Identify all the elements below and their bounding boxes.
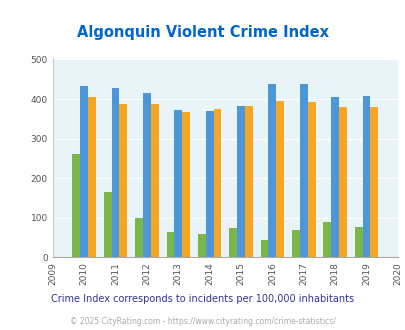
Bar (291, 230, 299, 257)
Bar (338, 107, 346, 257)
Bar (119, 104, 127, 257)
Text: © 2025 CityRating.com - https://www.cityrating.com/crime-statistics/: © 2025 CityRating.com - https://www.city… (70, 317, 335, 326)
Bar (229, 228, 237, 257)
Bar (111, 88, 119, 257)
Bar (307, 102, 315, 257)
Bar (213, 109, 221, 257)
Bar (88, 97, 96, 257)
Bar (354, 227, 362, 257)
Bar (237, 106, 244, 257)
Bar (143, 93, 150, 257)
Bar (72, 154, 80, 257)
Bar (260, 240, 268, 257)
Bar (166, 232, 174, 257)
Bar (135, 218, 143, 257)
Bar (150, 104, 158, 257)
Bar (244, 106, 252, 257)
Bar (205, 111, 213, 257)
Bar (104, 192, 111, 257)
Bar (268, 84, 276, 257)
Bar (182, 113, 190, 257)
Bar (330, 97, 338, 257)
Bar (197, 234, 205, 257)
Bar (80, 86, 88, 257)
Text: Crime Index corresponds to incidents per 100,000 inhabitants: Crime Index corresponds to incidents per… (51, 294, 354, 304)
Bar (276, 101, 283, 257)
Text: Algonquin Violent Crime Index: Algonquin Violent Crime Index (77, 25, 328, 40)
Bar (369, 107, 377, 257)
Bar (299, 84, 307, 257)
Bar (362, 96, 369, 257)
Bar (322, 222, 330, 257)
Bar (174, 110, 182, 257)
